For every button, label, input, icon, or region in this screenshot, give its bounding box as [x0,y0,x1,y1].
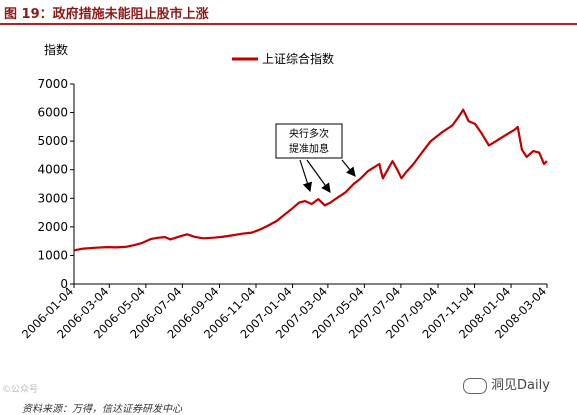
y-axis-label: 指数 [44,42,68,57]
figure-title: 图 19：政府措施未能阻止股市上涨 [4,7,209,22]
annotation-line-1: 央行多次 [289,127,329,140]
y-tick-label: 5000 [37,134,68,148]
y-ticks: 0 1000 2000 3000 4000 5000 6000 7000 [37,77,74,291]
y-tick-label: 0 [60,277,68,291]
source-note: 资料来源：万得，信达证券研发中心 [22,404,182,415]
legend: 上证综合指数 [232,51,334,66]
y-tick-label: 1000 [37,248,68,262]
axes [73,84,547,285]
y-tick-label: 4000 [37,163,68,177]
watermark-text: 洞见Daily [491,378,550,393]
y-tick-label: 6000 [37,106,68,120]
series-line-shanghai-composite [73,108,548,252]
annotation-line-2: 提准加息 [289,142,329,155]
corner-watermark: ©公众号 [2,385,39,395]
watermark: 洞见Daily [463,374,550,394]
legend-label: 上证综合指数 [262,51,334,66]
title-divider [0,23,577,25]
y-tick-label: 7000 [37,77,68,91]
y-tick-label: 3000 [37,191,68,205]
annotation-callout: 央行多次 提准加息 [275,123,356,193]
x-ticks: 2006-01-042006-03-042006-05-042006-07-04… [19,284,549,341]
annotation-arrow [341,159,356,177]
annotation-box [275,123,343,159]
y-tick-label: 2000 [37,220,68,234]
wechat-icon [463,377,487,394]
annotation-arrow [299,159,312,193]
annotation-arrows [299,159,356,193]
annotation-arrow [306,159,331,193]
